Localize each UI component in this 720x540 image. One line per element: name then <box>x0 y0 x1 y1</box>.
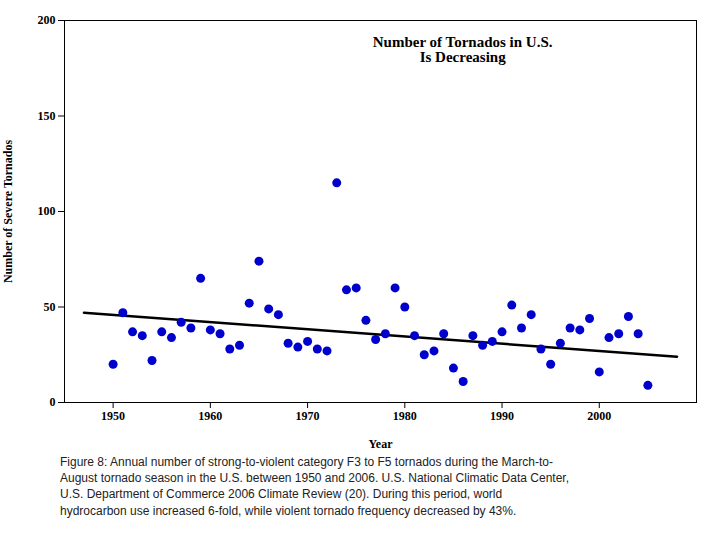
svg-text:Year: Year <box>369 437 394 451</box>
html-text:Figure 8: Annual number of str: Figure 8: Annual number of strong-to-vio… <box>60 455 569 518</box>
svg-text:1960: 1960 <box>198 409 222 423</box>
svg-text:1970: 1970 <box>296 409 320 423</box>
svg-text:150: 150 <box>38 109 56 123</box>
svg-text:200: 200 <box>38 13 56 27</box>
svg-text:1980: 1980 <box>393 409 417 423</box>
svg-text:Number of Tornados in U.S.Is D: Number of Tornados in U.S.Is Decreasing <box>373 34 553 65</box>
svg-text:0: 0 <box>50 395 56 409</box>
svg-text:2000: 2000 <box>587 409 611 423</box>
svg-text:Number of Severe Tornados: Number of Severe Tornados <box>1 140 15 284</box>
svg-text:1990: 1990 <box>490 409 514 423</box>
svg-text:1950: 1950 <box>101 409 125 423</box>
svg-text:100: 100 <box>38 204 56 218</box>
svg-text:50: 50 <box>44 300 56 314</box>
